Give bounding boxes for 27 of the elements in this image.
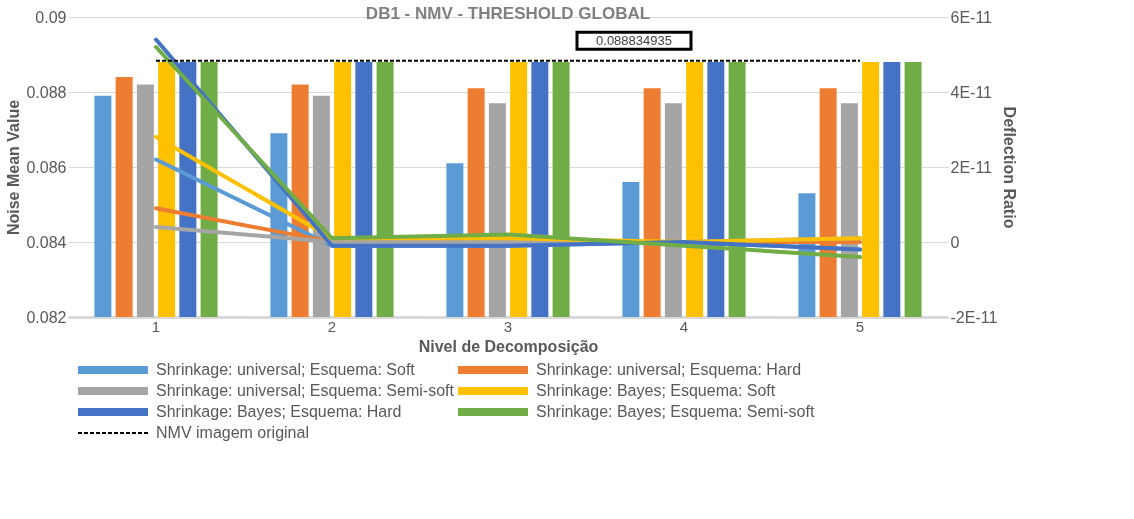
legend-label: Shrinkage: universal; Esquema: Hard bbox=[536, 361, 802, 378]
x-tick-label: 4 bbox=[679, 317, 689, 335]
y2-tick-label: 0 bbox=[950, 233, 960, 251]
x-tick-label: 3 bbox=[503, 317, 513, 335]
legend-label: Shrinkage: universal; Esquema: Semi-soft bbox=[156, 382, 455, 399]
y2-tick-label: -2E-11 bbox=[950, 308, 998, 326]
y-tick-label: 0.088 bbox=[26, 83, 67, 101]
x-tick-label: 1 bbox=[151, 317, 161, 335]
y-axis-title: Noise Mean Value bbox=[5, 99, 23, 236]
legend-label: Shrinkage: Bayes; Esquema: Soft bbox=[536, 382, 776, 399]
x-axis-title: Nivel de Decomposição bbox=[418, 337, 599, 355]
legend-label: Shrinkage: universal; Esquema: Soft bbox=[156, 361, 416, 378]
y2-tick-label: 2E-11 bbox=[950, 158, 993, 176]
y2-tick-label: 4E-11 bbox=[950, 83, 993, 101]
y2-tick-label: 6E-11 bbox=[950, 8, 993, 26]
x-tick-label: 2 bbox=[327, 317, 337, 335]
x-tick-label: 5 bbox=[855, 317, 865, 335]
y-tick-label: 0.086 bbox=[26, 158, 67, 176]
y-tick-label: 0.082 bbox=[26, 308, 67, 326]
legend-label: NMV imagem original bbox=[156, 424, 309, 441]
legend-label: Shrinkage: Bayes; Esquema: Hard bbox=[156, 403, 402, 420]
legend-label: Shrinkage: Bayes; Esquema: Semi-soft bbox=[536, 403, 815, 420]
y-tick-label: 0.09 bbox=[35, 8, 67, 26]
annotation: 0.088834935 bbox=[596, 32, 672, 48]
y2-axis-title: Deflection Ratio bbox=[1001, 106, 1019, 229]
y-tick-label: 0.084 bbox=[26, 233, 67, 251]
chart-title: DB1 - NMV - THRESHOLD GLOBAL bbox=[365, 4, 651, 23]
